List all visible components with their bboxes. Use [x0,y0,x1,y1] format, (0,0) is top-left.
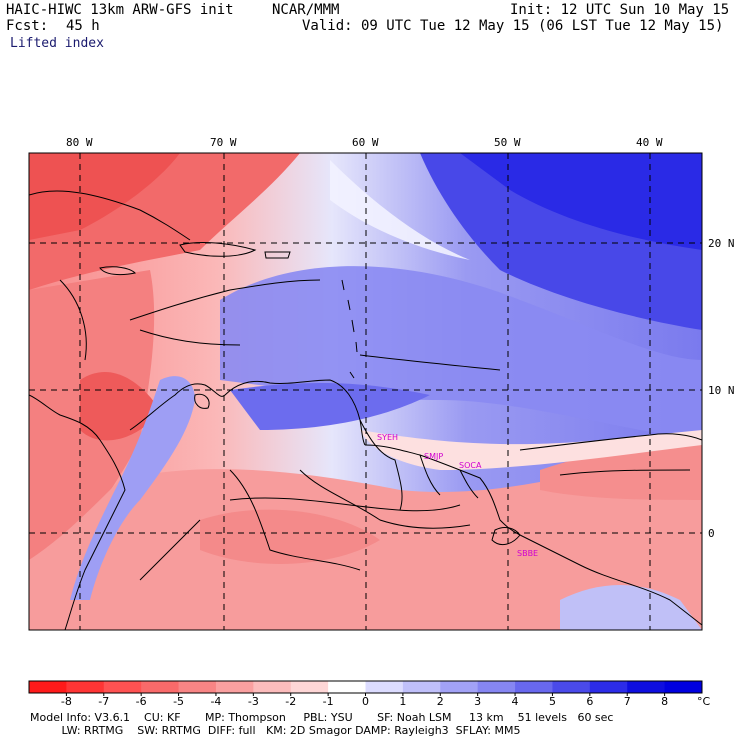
colorbar-swatch [515,681,553,693]
lon-label-40w: 40 W [636,136,663,149]
colorbar-swatch [66,681,105,693]
colorbar-swatch [290,681,329,693]
station-smjp: SMJP [424,452,443,461]
coastlines [29,190,702,630]
colorbar: -8 -7 -6 -5 -4 -3 -2 -1 0 1 2 3 4 5 6 7 8 °C [28,680,711,708]
lon-label-80w: 80 W [66,136,93,149]
forecast-hour: 45 h [66,18,100,34]
colorbar-swatch [477,681,516,693]
model-title: HAIC-HIWC 13km ARW-GFS init [6,2,234,18]
colorbar-swatch [552,681,591,693]
colorbar-tick-label: -2 [285,695,296,708]
lat-label-20n: 20 N [708,237,735,250]
colorbar-swatch [402,681,441,693]
colorbar-swatch [440,681,479,693]
colorbar-tick-label: -3 [248,695,259,708]
colorbar-swatch [627,681,666,693]
footer-model-info: Model Info: V3.6.1 CU: KF MP: Thompson P… [30,711,614,724]
colorbar-swatch [365,681,404,693]
station-soca: SOCA [459,461,482,470]
colorbar-tick-label: 5 [549,695,556,708]
colorbar-tick-label: -6 [136,695,147,708]
init-time: Init: 12 UTC Sun 10 May 15 [510,2,730,18]
colorbar-swatch [29,681,67,693]
colorbar-tick-label: -5 [173,695,184,708]
colorbar-tick-label: 2 [437,695,444,708]
colorbar-swatch [141,681,180,693]
colorbar-tick-label: -4 [210,695,221,708]
lat-label-10n: 10 N [708,384,735,397]
station-syeh: SYEH [377,433,398,442]
colorbar-swatch [328,681,366,693]
colorbar-tick-label: -1 [323,695,334,708]
colorbar-tick-label: -8 [61,695,72,708]
colorbar-tick-label: 3 [474,695,481,708]
colorbar-tick-label: 7 [624,695,631,708]
colorbar-swatch [253,681,292,693]
lat-label-0: 0 [708,527,715,540]
valid-time: Valid: 09 UTC Tue 12 May 15 (06 LST Tue … [302,18,724,34]
station-sbbe: SBBE [517,549,538,558]
forecast-label: Fcst: [6,18,49,34]
lon-label-50w: 50 W [494,136,521,149]
footer-physics-info: LW: RRTMG SW: RRTMG DIFF: full KM: 2D Sm… [30,724,521,737]
colorbar-tick-label: 0 [362,695,369,708]
colorbar-tick-label: -7 [98,695,109,708]
graticule [29,153,702,630]
colorbar-swatch [664,681,703,693]
field-name: Lifted index [10,36,104,51]
colorbar-tick-label: 1 [399,695,406,708]
colorbar-unit: °C [697,695,711,708]
lon-label-70w: 70 W [210,136,237,149]
colorbar-swatch [103,681,142,693]
lon-label-60w: 60 W [352,136,379,149]
colorbar-tick-label: 8 [661,695,668,708]
center-label: NCAR/MMM [272,2,340,18]
colorbar-tick-label: 6 [586,695,593,708]
colorbar-swatch [589,681,628,693]
colorbar-tick-label: 4 [512,695,519,708]
colorbar-swatch [178,681,217,693]
colorbar-swatch [215,681,254,693]
